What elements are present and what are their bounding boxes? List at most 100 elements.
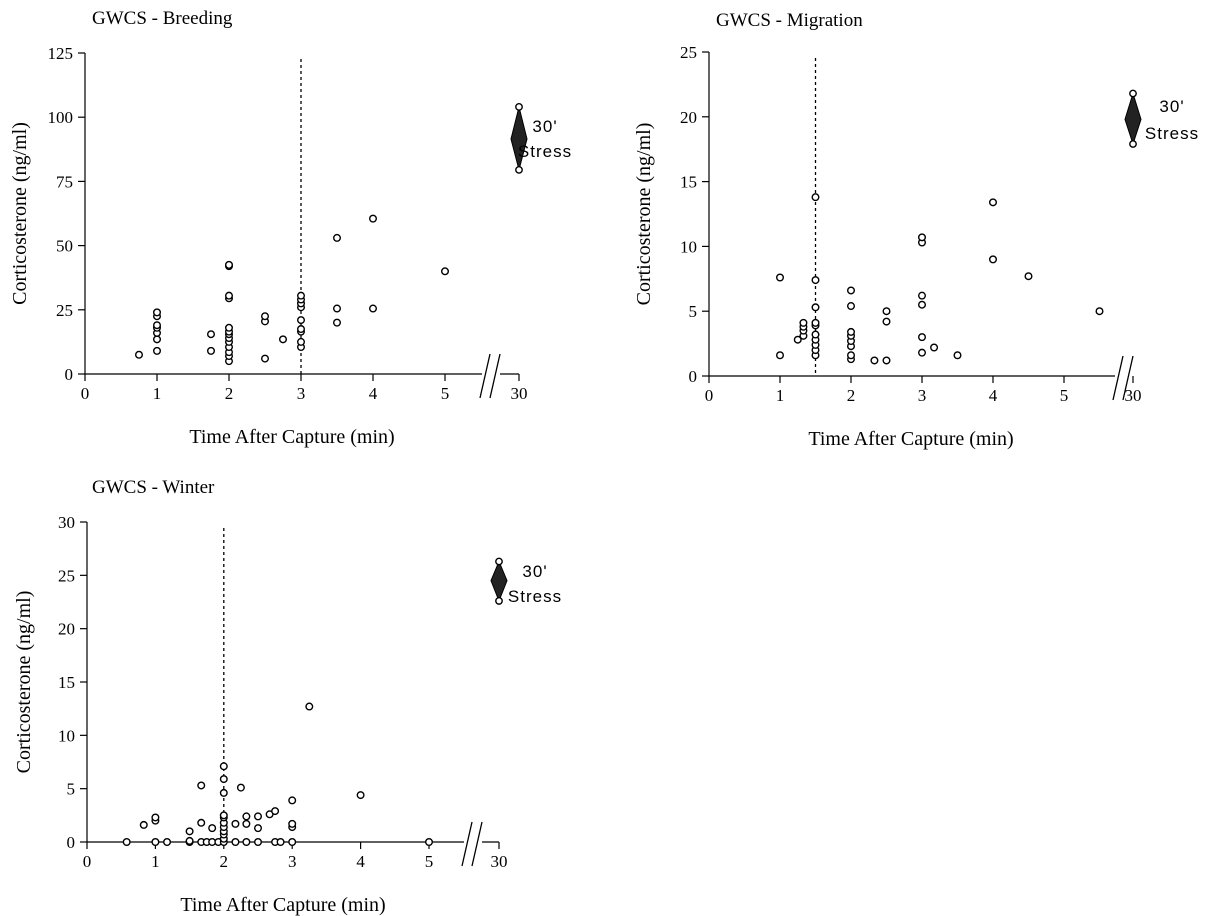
data-point [799, 318, 808, 327]
data-point [441, 267, 450, 276]
data-point [811, 193, 820, 202]
data-point [253, 824, 262, 833]
chart-panel-1: GWCS - Breeding 0 25 50 75 100 125 0 1 2 3 4 5 30 Cort… [9, 8, 572, 448]
x-tick-label: 0 [81, 384, 90, 403]
chart-title: GWCS - Migration [716, 10, 863, 31]
chart-panel-2: GWCS - Migration 0 5 10 15 20 25 0 1 2 3 4 5 30 Cortic… [633, 10, 1199, 450]
stress-label: Stress [508, 587, 562, 606]
data-point [776, 351, 785, 360]
data-point [811, 303, 820, 312]
x-tick-label: 2 [225, 384, 234, 403]
data-point [369, 304, 378, 313]
data-point [151, 813, 160, 822]
data-point [224, 291, 233, 300]
axis-break-mark [471, 821, 483, 867]
data-point [811, 318, 820, 327]
y-tick-label: 20 [58, 620, 75, 639]
data-point [139, 820, 148, 829]
data-point [271, 807, 280, 816]
stress-label: Stress [518, 142, 572, 161]
stress-label: Stress [1145, 124, 1199, 143]
data-point [219, 775, 228, 784]
data-point [811, 276, 820, 285]
data-point [847, 302, 856, 311]
data-point [918, 233, 927, 242]
y-tick-label: 0 [67, 833, 76, 852]
data-point [918, 348, 927, 357]
y-axis-label: Corticosterone (ng/ml) [633, 123, 655, 306]
data-point [224, 260, 233, 269]
data-point [847, 327, 856, 336]
stress-marker [1124, 91, 1142, 146]
y-tick-label: 10 [680, 237, 697, 256]
y-tick-label: 15 [58, 673, 75, 692]
data-point [253, 838, 262, 847]
data-point [231, 819, 240, 828]
data-point [297, 316, 306, 325]
x-axis-label: Time After Capture (min) [189, 426, 394, 448]
data-point [206, 346, 215, 355]
data-point [847, 351, 856, 360]
data-point [369, 214, 378, 223]
data-point [151, 838, 160, 847]
y-tick-label: 125 [48, 44, 74, 63]
data-point [242, 819, 251, 828]
stress-point-top [515, 103, 523, 111]
data-point [882, 307, 891, 316]
data-point [882, 317, 891, 326]
data-point [288, 796, 297, 805]
x-tick-label: 0 [705, 386, 714, 405]
x-tick-label: 4 [989, 386, 998, 405]
x-tick-label: 4 [369, 384, 378, 403]
x-axis-label: Time After Capture (min) [808, 428, 1013, 450]
data-point [197, 818, 206, 827]
x-tick-label: 2 [847, 386, 856, 405]
x-tick-label: 5 [1060, 386, 1069, 405]
data-point [253, 812, 262, 821]
y-tick-label: 30 [58, 513, 75, 532]
x-tick-label: 4 [356, 852, 365, 871]
x-tick-label: 5 [441, 384, 450, 403]
y-tick-label: 15 [680, 173, 697, 192]
data-point [163, 838, 172, 847]
x-tick-label: 0 [83, 852, 92, 871]
data-point [288, 838, 297, 847]
data-point [425, 838, 434, 847]
y-tick-label: 5 [689, 302, 698, 321]
x-tick-label: 3 [918, 386, 927, 405]
y-axis-label: Corticosterone (ng/ml) [9, 122, 31, 305]
stress-point-top [495, 557, 503, 566]
data-point [242, 812, 251, 821]
data-point [236, 783, 245, 792]
data-point [918, 291, 927, 300]
data-point [356, 791, 365, 800]
y-tick-label: 5 [67, 780, 76, 799]
y-tick-label: 50 [56, 237, 73, 256]
stress-marker [490, 560, 508, 603]
data-point [152, 308, 161, 317]
axis-break-mark [479, 353, 491, 399]
data-point [297, 291, 306, 300]
data-point [122, 838, 131, 847]
x-tick-label: 5 [425, 852, 434, 871]
data-point [918, 300, 927, 309]
x-tick-label: 3 [288, 852, 297, 871]
y-tick-label: 25 [56, 301, 73, 320]
axis-break-mark [489, 353, 501, 399]
stress-point-top [1129, 89, 1137, 98]
x-tick-label: 2 [220, 852, 229, 871]
data-point [279, 335, 288, 344]
data-point [231, 838, 240, 847]
y-tick-label: 0 [65, 365, 74, 384]
x-tick-label: 3 [297, 384, 306, 403]
y-tick-label: 75 [56, 172, 73, 191]
stress-point-bottom [515, 165, 523, 174]
data-point [918, 333, 927, 342]
y-tick-label: 100 [48, 108, 74, 127]
data-point [870, 356, 879, 365]
data-point [989, 255, 998, 264]
data-point [224, 323, 233, 332]
data-point [219, 788, 228, 797]
stress-label: 30' [532, 117, 557, 136]
data-point [953, 351, 962, 360]
